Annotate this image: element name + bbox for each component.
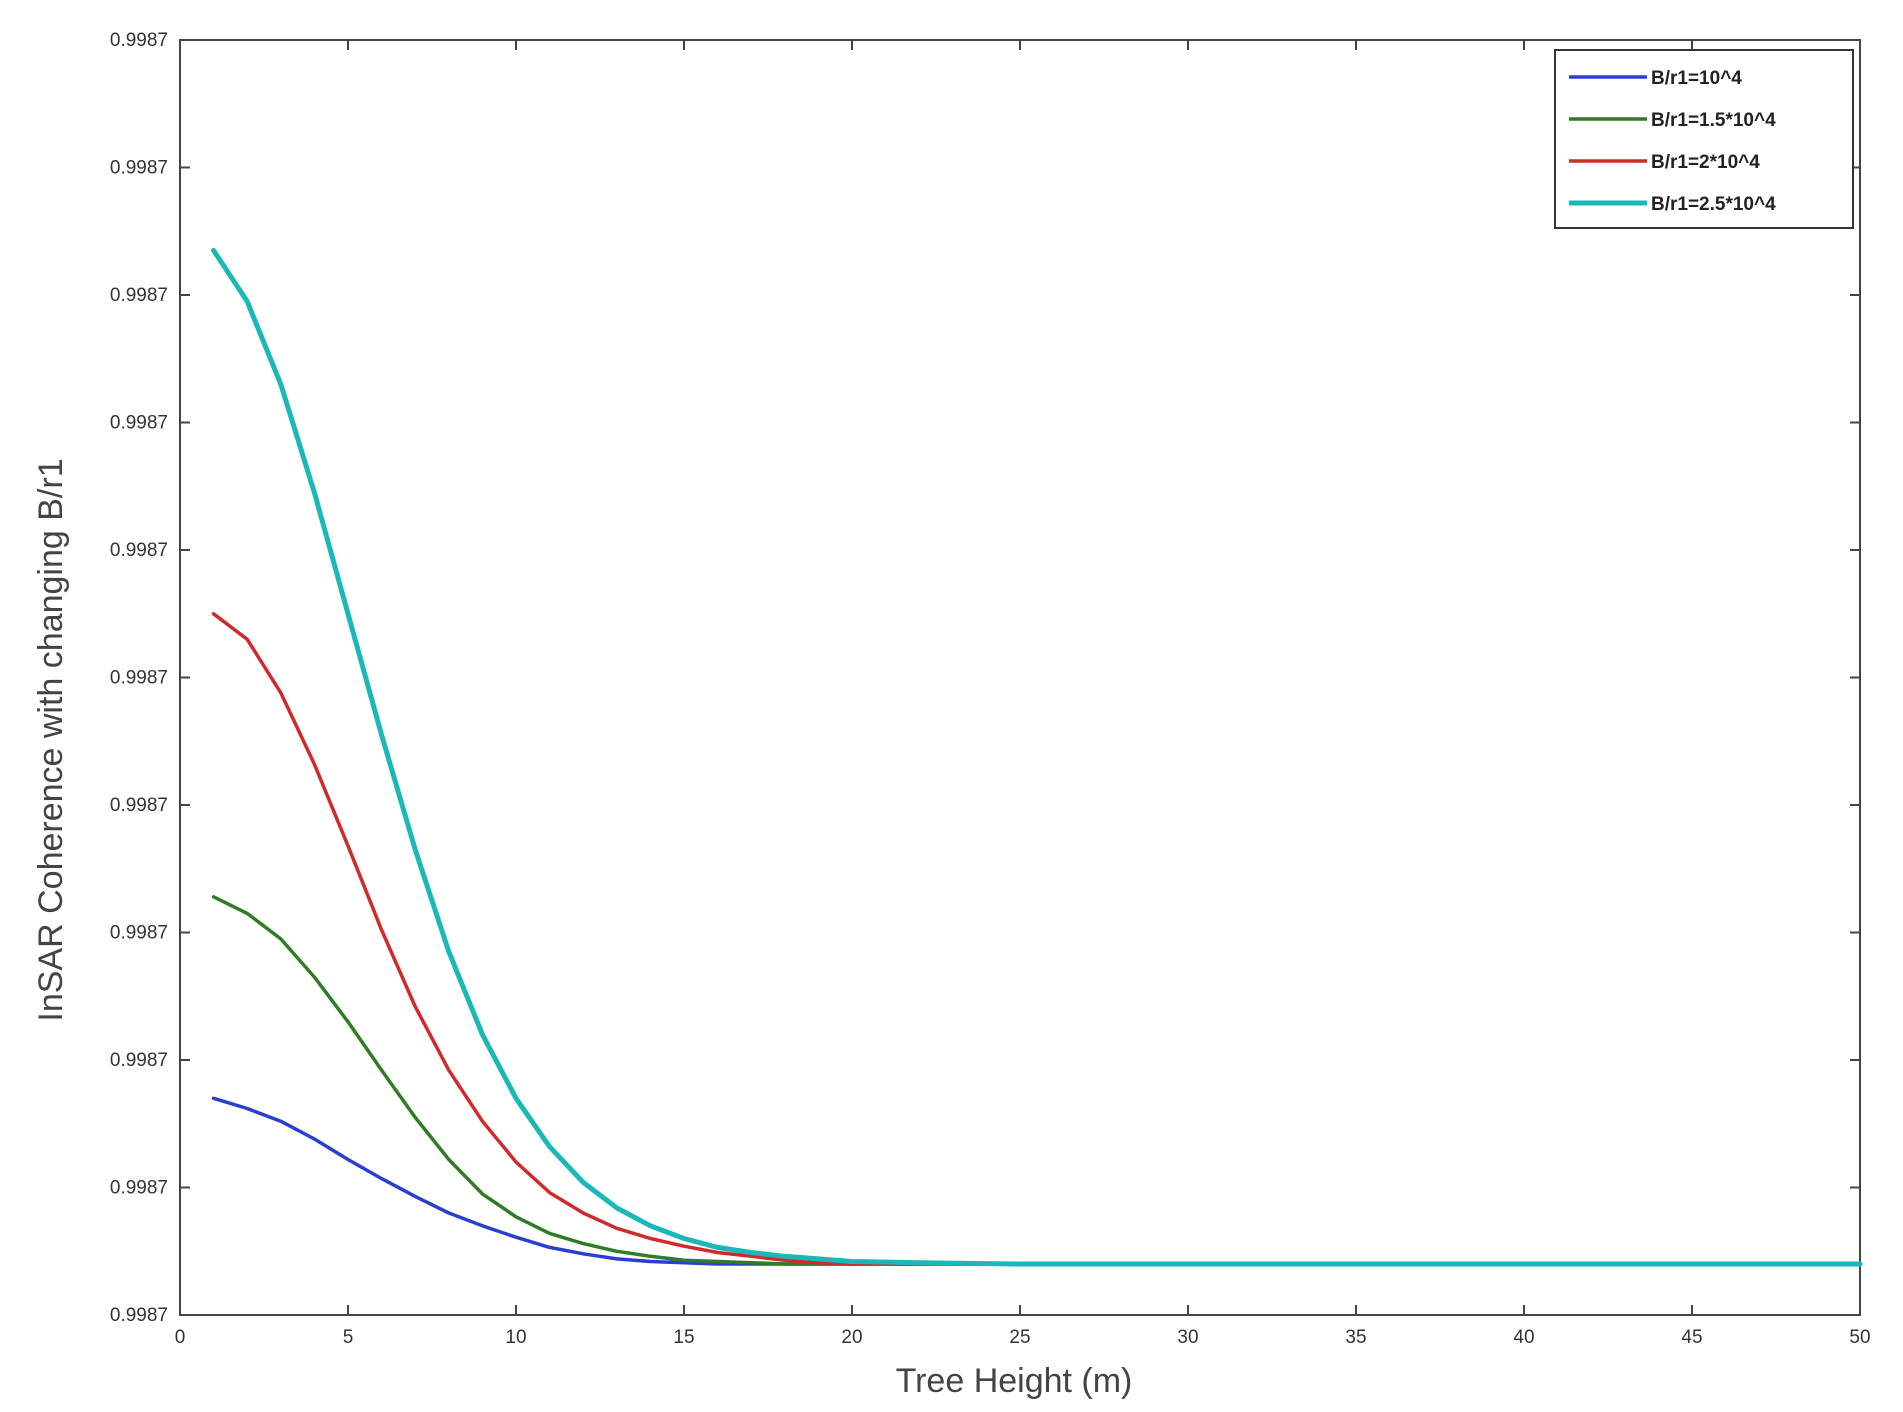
y-tick-label: 0.9987: [110, 540, 168, 561]
y-tick-label: 0.9987: [110, 1050, 168, 1071]
x-tick-label: 10: [505, 1327, 526, 1348]
y-axis-title: InSAR Coherence with changing B/r1: [32, 458, 70, 1021]
series-group: [211, 247, 1863, 1267]
legend-label-1: B/r1=10^4: [1651, 68, 1742, 89]
legend: B/r1=10^4 B/r1=1.5*10^4 B/r1=2*10^4 B/r1=2.…: [1554, 49, 1854, 229]
x-tick-label: 25: [1009, 1327, 1030, 1348]
x-tick-label: 15: [673, 1327, 694, 1348]
x-tick-label: 0: [175, 1327, 186, 1348]
x-tick-label: 40: [1513, 1327, 1534, 1348]
series-line-4: [211, 247, 1863, 1267]
legend-label-4: B/r1=2.5*10^4: [1651, 194, 1776, 215]
x-tick-label: 45: [1681, 1327, 1702, 1348]
x-tick-label: 50: [1849, 1327, 1870, 1348]
legend-label-3: B/r1=2*10^4: [1651, 152, 1760, 173]
x-tick-label: 30: [1177, 1327, 1198, 1348]
y-tick-label: 0.9987: [110, 795, 168, 816]
y-tick-label: 0.9987: [110, 413, 168, 434]
x-axis-title: Tree Height (m): [896, 1362, 1133, 1400]
y-tick-label: 0.9987: [110, 158, 168, 179]
y-tick-label: 0.9987: [110, 1305, 168, 1326]
legend-box: [1554, 49, 1854, 229]
axes-group: 0 5 10 15 20 25 30 35 40 45 50 0.9987 0.9987 0.9987 0.…: [110, 30, 1871, 1348]
y-tick-label: 0.9987: [110, 923, 168, 944]
y-tick-label: 0.9987: [110, 1178, 168, 1199]
legend-label-2: B/r1=1.5*10^4: [1651, 110, 1776, 131]
x-tick-label: 20: [841, 1327, 862, 1348]
x-tick-label: 35: [1345, 1327, 1366, 1348]
x-tick-label: 5: [343, 1327, 354, 1348]
y-tick-label: 0.9987: [110, 30, 168, 51]
y-tick-label: 0.9987: [110, 668, 168, 689]
y-tick-label: 0.9987: [110, 285, 168, 306]
